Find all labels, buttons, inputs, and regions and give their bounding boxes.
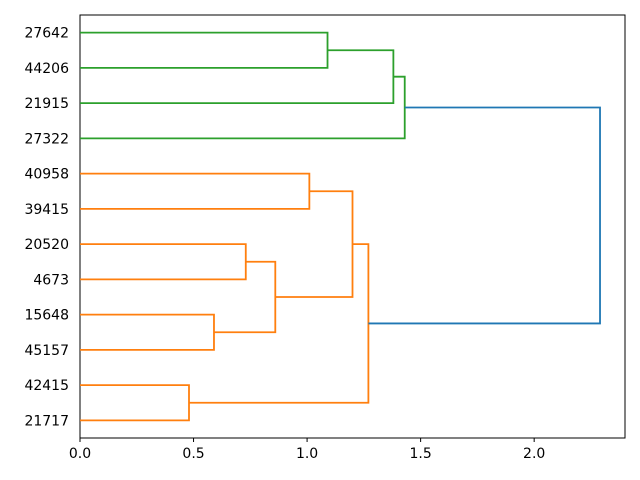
dendrogram-link	[80, 172, 311, 210]
leaf-label: 4673	[33, 272, 69, 288]
x-tick-label: 0.0	[69, 446, 91, 462]
leaf-label: 27642	[24, 26, 69, 42]
leaf-label: 45157	[24, 343, 69, 359]
dendrogram-link	[368, 106, 601, 325]
leaf-label: 21717	[24, 413, 69, 429]
leaf-label: 40958	[24, 167, 69, 183]
x-tick-label: 1.0	[296, 446, 318, 462]
x-tick-label: 1.5	[409, 446, 431, 462]
leaf-label: 42415	[24, 378, 69, 394]
leaf-label: 21915	[24, 96, 69, 112]
dendrogram-link	[80, 75, 406, 140]
leaf-label: 39415	[24, 202, 69, 218]
dendrogram-link	[80, 313, 215, 351]
leaf-label: 20520	[24, 237, 69, 253]
x-tick-label: 2.0	[523, 446, 545, 462]
leaf-label: 15648	[24, 308, 69, 324]
leaf-label: 27322	[24, 131, 69, 147]
leaf-label: 44206	[24, 61, 69, 77]
x-tick-label: 0.5	[182, 446, 204, 462]
